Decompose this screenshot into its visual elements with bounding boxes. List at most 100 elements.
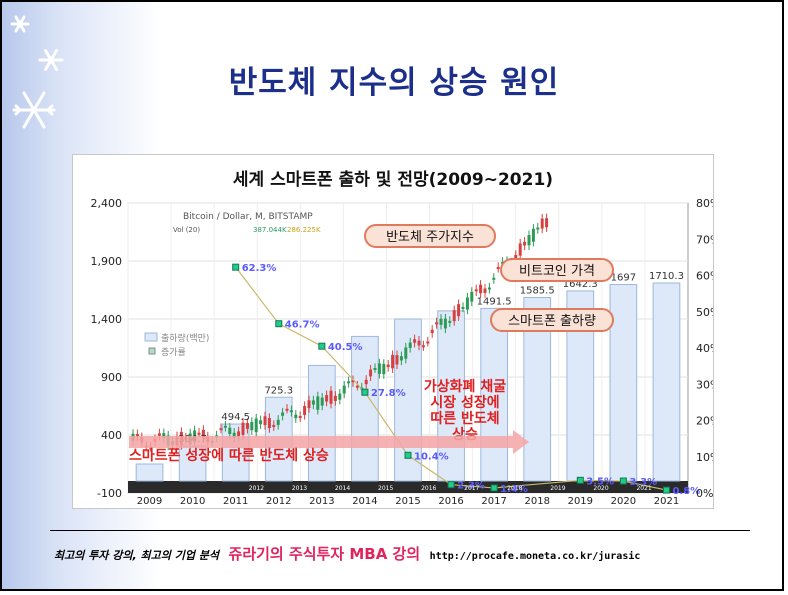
- candle-body: [254, 418, 258, 433]
- candle-body: [395, 355, 399, 365]
- bar-value-label: 725.3: [264, 385, 293, 396]
- bar-value-label: 1710.3: [649, 271, 684, 282]
- candle-body: [342, 385, 346, 394]
- callout-smartphone-shipments-bubble: [490, 308, 614, 332]
- growth-label: 62.3%: [242, 263, 277, 274]
- bar-value-label: 1585.5: [520, 285, 555, 296]
- growth-label: 3.3%: [629, 477, 657, 488]
- bar-value-label: 1491.5: [477, 296, 512, 307]
- arrow-icon: [129, 430, 529, 454]
- candle-body: [457, 304, 461, 317]
- candle-body: [452, 310, 456, 322]
- callout-semi-index: 반도체 주가지수: [386, 230, 474, 245]
- candle-body: [417, 340, 421, 346]
- candle-body: [421, 345, 425, 348]
- candle-body: [527, 235, 531, 246]
- y-tick-label: 1,400: [91, 313, 123, 326]
- y2-tick-label: 40%: [696, 342, 713, 355]
- annotation-smartphone: 스마트폰 성장에 따른 반도체 상승: [129, 447, 329, 464]
- candle-body: [386, 364, 390, 368]
- candle-body: [430, 329, 434, 334]
- candle-body: [201, 429, 205, 439]
- x-tick-label: 2011: [223, 496, 248, 507]
- candle-body: [545, 218, 549, 228]
- x-tick-label: 2018: [525, 496, 550, 507]
- x-tick-label: 2012: [266, 496, 291, 507]
- inner-year-label: 2015: [378, 485, 393, 492]
- inner-year-label: 2017: [464, 485, 479, 492]
- candle-body: [435, 322, 439, 325]
- candle-body: [487, 287, 491, 290]
- candle-body: [474, 289, 478, 292]
- candle-body: [237, 431, 241, 437]
- candle-body: [377, 363, 381, 374]
- candle-body: [408, 342, 412, 348]
- candle-body: [399, 356, 403, 361]
- callout-bitcoin-price-bubble: [500, 258, 614, 282]
- candle-body: [413, 339, 417, 343]
- x-tick-label: 2019: [568, 496, 593, 507]
- inner-year-label: 2020: [593, 485, 608, 492]
- candle-body: [347, 381, 351, 384]
- y-tick-label: 2,400: [91, 197, 123, 210]
- candle-body: [223, 425, 227, 428]
- candle-body: [289, 410, 293, 413]
- y2-tick-label: 10%: [696, 451, 713, 464]
- growth-point: [275, 320, 283, 328]
- candle-body: [461, 306, 465, 309]
- x-tick-label: 2013: [309, 496, 334, 507]
- shipment-bar: [307, 364, 336, 482]
- shipment-bar: [609, 284, 638, 482]
- candle-body: [373, 367, 377, 370]
- candle-body: [540, 218, 544, 229]
- shipment-bar: [652, 282, 681, 482]
- candle-body: [351, 380, 355, 383]
- footer-brand: 쥬라기의 주식투자 MBA 강의: [228, 545, 421, 563]
- candle-body: [298, 416, 302, 419]
- footer-divider: [50, 530, 750, 531]
- annotation-crypto-line: 가상화폐 채굴: [424, 379, 506, 395]
- growth-point: [447, 481, 455, 489]
- shipment-bar: [178, 445, 207, 482]
- candle-body: [492, 277, 496, 280]
- x-tick-label: 2010: [180, 496, 205, 507]
- inner-year-label: 2016: [421, 485, 436, 492]
- candle-body: [320, 397, 324, 406]
- callout-semi-index-bubble: [364, 224, 496, 248]
- growth-label: 27.8%: [371, 388, 406, 399]
- candle-body: [391, 354, 395, 369]
- shipment-bar: [351, 335, 379, 482]
- callout-bitcoin-price: 비트코인 가격: [519, 264, 595, 279]
- candle-body: [232, 432, 236, 438]
- growth-label: 10.4%: [414, 451, 449, 462]
- shipment-bar: [480, 307, 509, 482]
- candle-body: [443, 318, 447, 329]
- chart: 304.7494.5725.31491.51585.51642.31697171…: [91, 197, 714, 507]
- growth-label: 1.4%: [500, 484, 528, 495]
- candle-body: [311, 400, 315, 405]
- x-tick-label: 2014: [352, 496, 377, 507]
- candle-body: [316, 396, 320, 410]
- candle-body: [523, 241, 527, 246]
- annotation-crypto-line: 따른 반도체: [430, 410, 499, 427]
- x-tick-label: 2020: [611, 496, 636, 507]
- candle-body: [465, 297, 469, 310]
- candle-body: [228, 427, 232, 434]
- footer-url[interactable]: http://procafe.moneta.co.kr/jurasic: [429, 551, 641, 562]
- page-title: 반도체 지수의 상승 원인: [228, 65, 560, 101]
- candle-body: [285, 408, 289, 411]
- legend-growth: 증가률: [161, 347, 186, 358]
- candle-body: [355, 385, 359, 388]
- growth-point: [404, 451, 412, 459]
- x-tick-label: 2016: [438, 496, 463, 507]
- inner-year-label: 2013: [292, 485, 307, 492]
- candle-body: [448, 320, 452, 323]
- growth-label: 46.7%: [285, 320, 320, 331]
- candle-body: [483, 288, 487, 293]
- y2-tick-label: 0%: [696, 487, 713, 500]
- candle-body: [369, 369, 373, 377]
- candle-body: [382, 363, 386, 375]
- candle-body: [245, 422, 249, 429]
- x-tick-label: 2017: [481, 496, 506, 507]
